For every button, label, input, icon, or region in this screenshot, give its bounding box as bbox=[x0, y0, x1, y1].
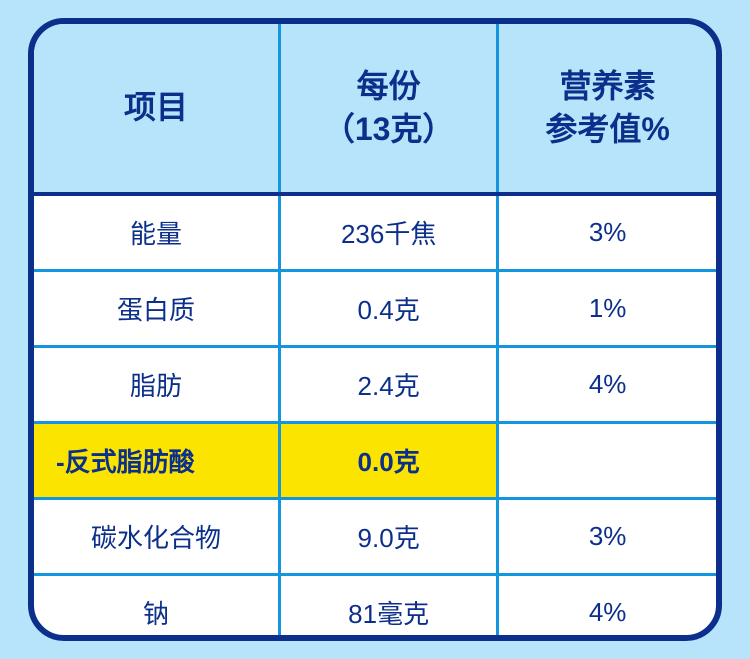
col-header-item: 项目 bbox=[34, 24, 280, 194]
cell-name: 钠 bbox=[34, 574, 280, 641]
cell-name: 脂肪 bbox=[34, 346, 280, 422]
cell-amount: 0.0克 bbox=[280, 422, 498, 498]
table-row: 脂肪 2.4克 4% bbox=[34, 346, 716, 422]
col-header-nrv: 营养素 参考值% bbox=[498, 24, 716, 194]
cell-nrv: 4% bbox=[498, 346, 716, 422]
cell-nrv: 3% bbox=[498, 498, 716, 574]
table-row: 蛋白质 0.4克 1% bbox=[34, 270, 716, 346]
cell-amount: 81毫克 bbox=[280, 574, 498, 641]
cell-name: 蛋白质 bbox=[34, 270, 280, 346]
cell-amount: 9.0克 bbox=[280, 498, 498, 574]
table-header-row: 项目 每份 （13克） 营养素 参考值% bbox=[34, 24, 716, 194]
col-header-per-serving: 每份 （13克） bbox=[280, 24, 498, 194]
cell-name: 能量 bbox=[34, 194, 280, 270]
cell-name: -反式脂肪酸 bbox=[34, 422, 280, 498]
table-row: 碳水化合物 9.0克 3% bbox=[34, 498, 716, 574]
cell-amount: 0.4克 bbox=[280, 270, 498, 346]
nutrition-table-container: 项目 每份 （13克） 营养素 参考值% 能量 236千焦 3% 蛋白质 0.4… bbox=[28, 18, 722, 641]
cell-nrv: 1% bbox=[498, 270, 716, 346]
col-header-per-serving-line2: （13克） bbox=[281, 108, 496, 151]
table-row-highlight: -反式脂肪酸 0.0克 bbox=[34, 422, 716, 498]
table-row: 能量 236千焦 3% bbox=[34, 194, 716, 270]
col-header-nrv-line1: 营养素 bbox=[499, 65, 716, 108]
cell-nrv: 4% bbox=[498, 574, 716, 641]
cell-amount: 236千焦 bbox=[280, 194, 498, 270]
col-header-nrv-line2: 参考值% bbox=[499, 108, 716, 151]
col-header-per-serving-line1: 每份 bbox=[281, 65, 496, 108]
cell-nrv: 3% bbox=[498, 194, 716, 270]
cell-nrv bbox=[498, 422, 716, 498]
nutrition-table: 项目 每份 （13克） 营养素 参考值% 能量 236千焦 3% 蛋白质 0.4… bbox=[34, 24, 716, 641]
cell-amount: 2.4克 bbox=[280, 346, 498, 422]
table-row: 钠 81毫克 4% bbox=[34, 574, 716, 641]
cell-name: 碳水化合物 bbox=[34, 498, 280, 574]
